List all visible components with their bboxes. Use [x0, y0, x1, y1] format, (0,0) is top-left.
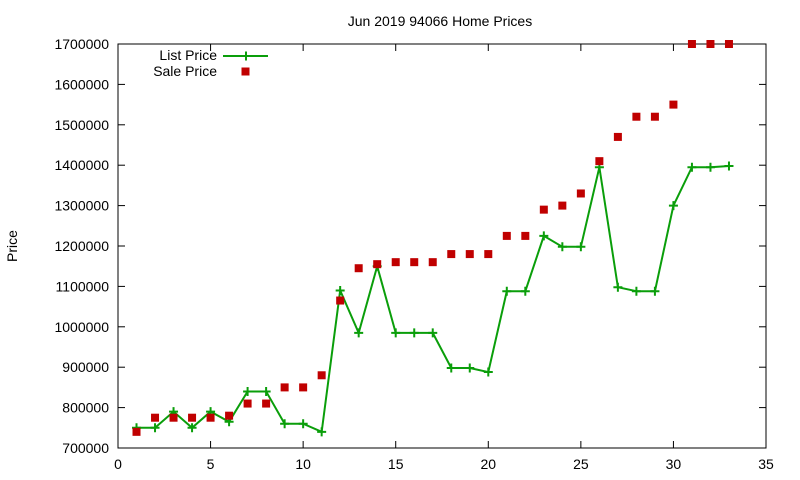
data-point-list-price — [687, 162, 697, 172]
x-tick-label: 25 — [573, 456, 589, 472]
data-point-list-price — [539, 231, 549, 241]
y-tick-label: 700000 — [62, 440, 109, 456]
y-tick-label: 1600000 — [54, 76, 109, 92]
data-point-list-price — [520, 286, 530, 296]
data-point-list-price — [502, 286, 512, 296]
series-layer — [132, 40, 734, 437]
data-point-sale-price — [724, 40, 733, 48]
data-point-list-price — [317, 427, 327, 437]
y-tick-label: 1400000 — [54, 157, 109, 173]
data-point-list-price — [631, 286, 641, 296]
data-point-list-price — [446, 363, 456, 373]
y-tick-label: 1000000 — [54, 319, 109, 335]
data-point-sale-price — [317, 371, 326, 380]
data-point-sale-price — [484, 250, 493, 259]
chart-title: Jun 2019 94066 Home Prices — [348, 13, 532, 29]
data-point-sale-price — [669, 100, 678, 109]
data-point-sale-price — [521, 231, 530, 240]
data-point-list-price — [391, 328, 401, 338]
data-point-list-price — [483, 367, 493, 377]
data-point-sale-price — [410, 258, 419, 267]
series-sale-price — [132, 40, 733, 436]
data-point-sale-price — [706, 40, 715, 48]
data-point-sale-price — [225, 411, 234, 420]
data-point-sale-price — [206, 413, 215, 422]
y-tick-label: 900000 — [62, 359, 109, 375]
plot-area-border — [117, 43, 767, 449]
data-point-list-price — [187, 423, 197, 433]
data-point-sale-price — [243, 399, 252, 408]
data-point-sale-price — [188, 413, 197, 422]
x-tick-label: 10 — [295, 456, 311, 472]
data-point-list-price — [298, 419, 308, 429]
data-point-sale-price — [354, 264, 363, 273]
data-point-list-price — [613, 282, 623, 292]
data-point-sale-price — [151, 413, 160, 422]
y-tick-label: 800000 — [62, 400, 109, 416]
data-point-sale-price — [632, 112, 641, 121]
data-point-sale-price — [373, 260, 382, 269]
data-point-sale-price — [169, 413, 178, 422]
data-point-sale-price — [447, 250, 456, 259]
data-point-sale-price — [576, 189, 585, 198]
data-point-list-price — [150, 423, 160, 433]
data-point-list-price — [724, 161, 734, 171]
y-axis: 700000 800000 900000 1000000 1100000 1200000 1… — [54, 36, 766, 456]
legend: List Price Sale Price — [153, 47, 268, 79]
x-axis: 0 5 10 15 20 25 30 35 — [114, 44, 774, 472]
y-tick-label: 1100000 — [56, 278, 110, 294]
data-point-sale-price — [132, 427, 141, 436]
data-point-sale-price — [428, 258, 437, 267]
data-point-sale-price — [299, 383, 308, 392]
data-point-sale-price — [595, 157, 604, 166]
x-tick-label: 0 — [114, 456, 122, 472]
y-tick-label: 1700000 — [54, 36, 109, 52]
data-point-list-price — [465, 363, 475, 373]
y-tick-label: 1300000 — [54, 198, 109, 214]
y-tick-label: 1200000 — [54, 238, 109, 254]
data-point-list-price — [335, 285, 345, 295]
data-point-list-price — [354, 328, 364, 338]
series-list-price — [132, 161, 734, 437]
data-point-list-price — [280, 419, 290, 429]
data-point-sale-price — [280, 383, 289, 392]
data-point-list-price — [243, 386, 253, 396]
data-point-list-price — [428, 328, 438, 338]
x-tick-label: 35 — [758, 456, 774, 472]
x-tick-label: 15 — [388, 456, 404, 472]
data-point-list-price — [668, 201, 678, 211]
data-point-list-price — [576, 242, 586, 252]
data-point-sale-price — [539, 205, 548, 214]
legend-marker-sale-price — [241, 67, 250, 76]
x-tick-label: 20 — [480, 456, 496, 472]
y-axis-label: Price — [4, 230, 20, 262]
legend-marker-list-price — [241, 51, 251, 61]
data-point-sale-price — [502, 231, 511, 240]
y-tick-label: 1500000 — [54, 117, 109, 133]
data-point-sale-price — [336, 296, 345, 305]
data-point-sale-price — [558, 201, 567, 210]
data-point-list-price — [705, 162, 715, 172]
x-tick-label: 30 — [666, 456, 682, 472]
data-point-list-price — [557, 242, 567, 252]
data-point-sale-price — [613, 132, 622, 141]
legend-label-list-price: List Price — [159, 47, 217, 63]
data-point-list-price — [650, 286, 660, 296]
data-point-sale-price — [687, 40, 696, 48]
data-point-sale-price — [391, 258, 400, 267]
legend-label-sale-price: Sale Price — [153, 63, 217, 79]
data-point-sale-price — [650, 112, 659, 121]
x-tick-label: 5 — [207, 456, 215, 472]
data-point-sale-price — [262, 399, 271, 408]
data-point-sale-price — [465, 250, 474, 259]
data-point-list-price — [261, 386, 271, 396]
series-line-list-price — [136, 165, 730, 434]
data-point-list-price — [409, 328, 419, 338]
